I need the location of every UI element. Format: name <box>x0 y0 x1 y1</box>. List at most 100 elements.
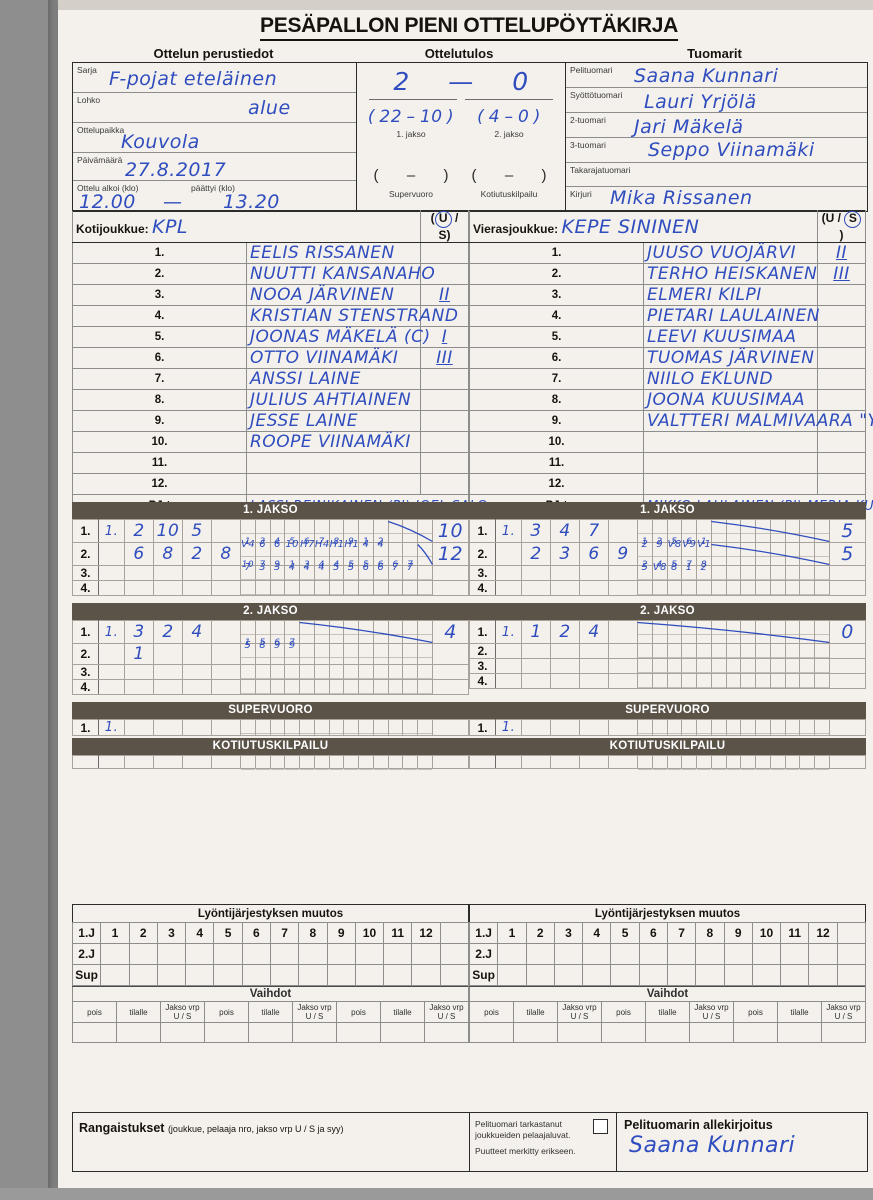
home-hr-row-1[interactable] <box>72 755 469 770</box>
away-player-row[interactable]: 8. JOONA KUUSIMAA <box>469 389 866 411</box>
referee-row-1[interactable]: Syöttötuomari Lauri Yrjölä <box>566 88 867 113</box>
away-p2-row-4[interactable]: 4. <box>469 673 866 689</box>
home-p1-row-4[interactable]: 4. <box>72 580 469 596</box>
away-player-row[interactable]: 1. JUUSO VUOJÄRVI II <box>469 242 866 264</box>
home-us-selector[interactable]: (U / S) <box>420 210 469 243</box>
away-p1-row-3[interactable]: 3. <box>469 565 866 581</box>
field-date[interactable]: Päivämäärä 27.8.2017 <box>73 153 356 181</box>
home-homerun-grid[interactable] <box>72 755 469 770</box>
home-p1-row-3[interactable]: 3. <box>72 565 469 581</box>
home-player-row[interactable]: 12. <box>72 473 469 495</box>
away-player-row[interactable]: 9.VALTTERI MALMIVAARA "Y" "C" <box>469 410 873 432</box>
penalties-cell[interactable]: Rangaistukset (joukkue, pelaaja nro, jak… <box>73 1113 470 1171</box>
away-player-row[interactable]: 12. <box>469 473 866 495</box>
home-p1-row-1[interactable]: 1. 1. 2 10 5 1 V4 3 6 4 6 5 10 6 H7 7 H4 8 H1 9 H1 1 4 2 4 10 <box>72 519 469 550</box>
away-p2-row-1[interactable]: 1. 1. 1 2 4 0 <box>469 620 866 644</box>
home-player-row[interactable]: 9. JESSE LAINE <box>72 410 469 432</box>
away-p2-row-3[interactable]: 3. <box>469 658 866 674</box>
home-player-row[interactable]: 4. KRISTIAN STENSTRAND <box>72 305 469 327</box>
home-p1-row-2[interactable]: 2. 6 8 2 8 10 7 7 3 9 3 1 4 3 4 4 4 4 5 5 5 5 6 6 6 6 7 7 7 12 <box>72 542 469 573</box>
home-player-row[interactable]: 8. JULIUS AHTIAINEN <box>72 389 469 411</box>
away-p1-col3-1: 7 <box>579 519 609 543</box>
away-sup-row-1[interactable]: 1. 1. <box>469 719 866 736</box>
away-order-row-2.J[interactable]: 2.J <box>468 943 867 965</box>
away-p1-row-1[interactable]: 1. 1. 3 4 7 1 2 2 9 5 V8 6 V9 1 V1 5 <box>469 519 866 550</box>
away-p2-row-2[interactable]: 2. <box>469 643 866 659</box>
home-super-grid[interactable]: 1. 1. <box>72 719 469 736</box>
away-super-grid[interactable]: 1. 1. <box>469 719 866 736</box>
home-p1-cell-4-3 <box>269 580 286 596</box>
home-order-row-2.J[interactable]: 2.J <box>71 943 470 965</box>
home-player-row[interactable]: 10. ROOPE VIINAMÄKI <box>72 431 469 453</box>
homerun-score[interactable]: ( – ) <box>461 167 557 184</box>
field-series[interactable]: Sarja F-pojat eteläinen <box>73 63 356 93</box>
home-subs-entry-row[interactable] <box>72 1022 469 1043</box>
away-period2-grid[interactable]: 1. 1. 1 2 4 0 2. 3. 4. <box>469 620 866 689</box>
away-player-row[interactable]: 6. TUOMAS JÄRVINEN <box>469 347 866 369</box>
away-sup-cell-1-11 <box>784 719 801 736</box>
away-order-row-1.J[interactable]: 1.J 1 2 3 4 5 6 7 8 9 10 11 12 <box>468 922 867 944</box>
home-sup-row-1[interactable]: 1. 1. <box>72 719 469 736</box>
away-player-name-10 <box>643 431 818 453</box>
home-p2-row-1[interactable]: 1. 1. 3 2 4 1 5 5 8 6 9 7 9 4 <box>72 620 469 651</box>
referee-row-0[interactable]: Pelituomari Saana Kunnari <box>566 63 867 88</box>
away-batting-order[interactable]: Lyöntijärjestyksen muutos 1.J 1 2 3 4 5 6 7 8 9 10 1… <box>468 904 867 986</box>
home-player-row[interactable]: 2. NUUTTI KANSANAHO <box>72 263 469 285</box>
away-hr-row-1[interactable] <box>469 755 866 770</box>
home-order-cell-Sup-6 <box>241 964 271 986</box>
referee-row-5[interactable]: Kirjuri Mika Rissanen <box>566 187 867 211</box>
away-team-header[interactable]: Vierasjoukkue: KEPE SININEN <box>469 210 818 243</box>
home-player-row[interactable]: 6. OTTO VIINAMÄKI III <box>72 347 469 369</box>
home-order-row-Sup[interactable]: Sup <box>71 964 470 986</box>
period1-score[interactable]: ( 22 – 10 ) <box>363 107 459 127</box>
field-venue[interactable]: Ottelupaikka Kouvola <box>73 123 356 153</box>
away-player-row[interactable]: 11. <box>469 452 866 474</box>
home-player-row[interactable]: 7. ANSSI LAINE <box>72 368 469 390</box>
home-player-row[interactable]: 1. EELIS RISSANEN <box>72 242 469 264</box>
home-period2-grid[interactable]: 1. 1. 3 2 4 1 5 5 8 6 9 7 9 4 2. 1 3. 4. <box>72 620 469 695</box>
away-p1-row-2[interactable]: 2. 2 3 6 9 2 5 4 V8 5 8 7 1 8 2 5 <box>469 542 866 573</box>
home-batting-order[interactable]: Lyöntijärjestyksen muutos 1.J 1 2 3 4 5 6 7 8 9 10 1… <box>71 904 470 986</box>
away-order-row-Sup[interactable]: Sup <box>468 964 867 986</box>
away-period1-grid[interactable]: 1. 1. 3 4 7 1 2 2 9 5 V8 6 V9 1 V1 5 2. 2 3 6 9 2 5 4 V8 5 8 7 1 8 2 5 3… <box>469 519 866 596</box>
away-player-row[interactable]: 2. TERHO HEISKANEN III <box>469 263 866 285</box>
home-period1-grid[interactable]: 1. 1. 2 10 5 1 V4 3 6 4 6 5 10 6 H7 7 H4 8 H1 9 H1 1 4 2 4 10 2. 6 8… <box>72 519 469 596</box>
away-subs-entry-row[interactable] <box>469 1022 866 1043</box>
period2-score[interactable]: ( 4 – 0 ) <box>461 107 557 127</box>
signature-cell[interactable]: Pelituomarin allekirjoitus Saana Kunnari <box>617 1113 867 1171</box>
field-times[interactable]: Ottelu alkoi (klo) päättyi (klo) 12.00 —… <box>73 181 356 213</box>
field-block[interactable]: Lohko alue <box>73 93 356 123</box>
away-p2-cell-1-6 <box>710 620 727 644</box>
away-player-row[interactable]: 7. NIILO EKLUND <box>469 368 866 390</box>
away-p2-inning-3: 3. <box>469 658 496 674</box>
away-player-row[interactable]: 10. <box>469 431 866 453</box>
away-homerun-grid[interactable] <box>469 755 866 770</box>
home-order-row-1.J[interactable]: 1.J 1 2 3 4 5 6 7 8 9 10 11 12 <box>71 922 470 944</box>
home-player-row[interactable]: 11. <box>72 452 469 474</box>
away-us-selector[interactable]: (U / S) <box>817 210 866 243</box>
referee-row-2[interactable]: 2-tuomari Jari Mäkelä <box>566 113 867 138</box>
license-check-cell[interactable]: Pelituomari tarkastanut joukkueiden pela… <box>470 1113 617 1171</box>
away-player-row[interactable]: 3. ELMERI KILPI <box>469 284 866 306</box>
value-series: F-pojat eteläinen <box>109 68 278 90</box>
home-p1-cell-4-9 <box>358 580 374 596</box>
home-team-header[interactable]: Kotijoukkue: KPL <box>72 210 421 243</box>
away-p1-row-4[interactable]: 4. <box>469 580 866 596</box>
referee-row-3[interactable]: 3-tuomari Seppo Viinamäki <box>566 138 867 163</box>
home-p2-row-2[interactable]: 2. 1 <box>72 643 469 665</box>
home-p2-cell-3-8 <box>343 664 360 680</box>
home-p2-row-4[interactable]: 4. <box>72 679 469 695</box>
home-hr-cell-1-6 <box>313 755 330 770</box>
home-player-row[interactable]: 3. NOOA JÄRVINEN II <box>72 284 469 306</box>
super-score[interactable]: ( – ) <box>363 167 459 184</box>
away-player-row[interactable]: 5. LEEVI KUUSIMAA <box>469 326 866 348</box>
home-player-row[interactable]: 5. JOONAS MÄKELÄ (C) I <box>72 326 469 348</box>
home-p2-row-3[interactable]: 3. <box>72 664 469 680</box>
license-checkbox[interactable] <box>593 1119 608 1134</box>
away-player-row[interactable]: 4. PIETARI LAULAINEN <box>469 305 866 327</box>
referee-row-4[interactable]: Takarajatuomari <box>566 163 867 187</box>
